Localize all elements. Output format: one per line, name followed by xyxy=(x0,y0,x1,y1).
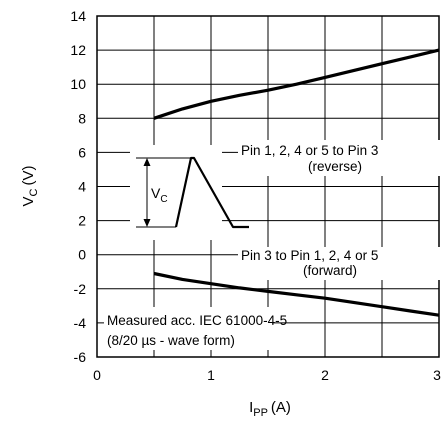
y-tick-label: 8 xyxy=(78,110,86,126)
y-tick-label: 0 xyxy=(78,247,86,263)
annotation-forward: Pin 3 to Pin 1, 2, 4 or 5 (forward) xyxy=(238,247,440,280)
inset-arrow-up xyxy=(143,158,151,166)
y-tick-label: 10 xyxy=(70,76,86,92)
x-tick-label: 2 xyxy=(321,367,329,383)
inset-pulse-shape xyxy=(174,156,249,229)
x-tick-label: 3 xyxy=(433,367,441,383)
annotation-forward-line1: Pin 3 to Pin 1, 2, 4 or 5 xyxy=(241,248,378,263)
annotation-reverse: Pin 1, 2, 4 or 5 to Pin 3 (reverse) xyxy=(238,140,440,176)
annotation-measured-line1: Measured acc. IEC 61000-4-5 xyxy=(107,313,287,328)
inset-arrow-down xyxy=(143,219,151,227)
y-tick-label: -6 xyxy=(74,349,87,365)
annotation-reverse-line1: Pin 1, 2, 4 or 5 to Pin 3 xyxy=(241,143,378,158)
y-axis-title: VC(V) xyxy=(20,166,40,207)
x-tick-label: 1 xyxy=(207,367,215,383)
x-tick-label: 0 xyxy=(93,367,101,383)
annotation-measured-bg xyxy=(104,307,272,350)
series-line-1 xyxy=(153,48,440,120)
y-tick-label: -4 xyxy=(74,315,87,331)
x-axis-title: IPP (A) xyxy=(249,399,291,419)
y-tick-label: 2 xyxy=(78,213,86,229)
pulse-waveform-inset: VC xyxy=(130,145,249,240)
y-tick-label: -2 xyxy=(74,281,87,297)
series-line-2 xyxy=(153,271,440,317)
annotation-measured: Measured acc. IEC 61000-4-5 (8/20 µs - w… xyxy=(104,307,287,350)
annotation-forward-line2: (forward) xyxy=(303,263,357,278)
y-tick-label: 6 xyxy=(78,144,86,160)
y-tick-label: 4 xyxy=(78,179,86,195)
plot-frame xyxy=(96,15,440,358)
annotation-reverse-bg xyxy=(238,140,440,176)
y-tick-label: 12 xyxy=(70,42,86,58)
annotation-reverse-line2: (reverse) xyxy=(308,159,362,174)
annotation-measured-line2: (8/20 µs - wave form) xyxy=(107,333,235,348)
inset-vc-label: VC xyxy=(151,185,168,205)
y-tick-label: 14 xyxy=(70,8,86,24)
annotation-forward-bg xyxy=(238,247,440,280)
data-series xyxy=(153,48,440,317)
